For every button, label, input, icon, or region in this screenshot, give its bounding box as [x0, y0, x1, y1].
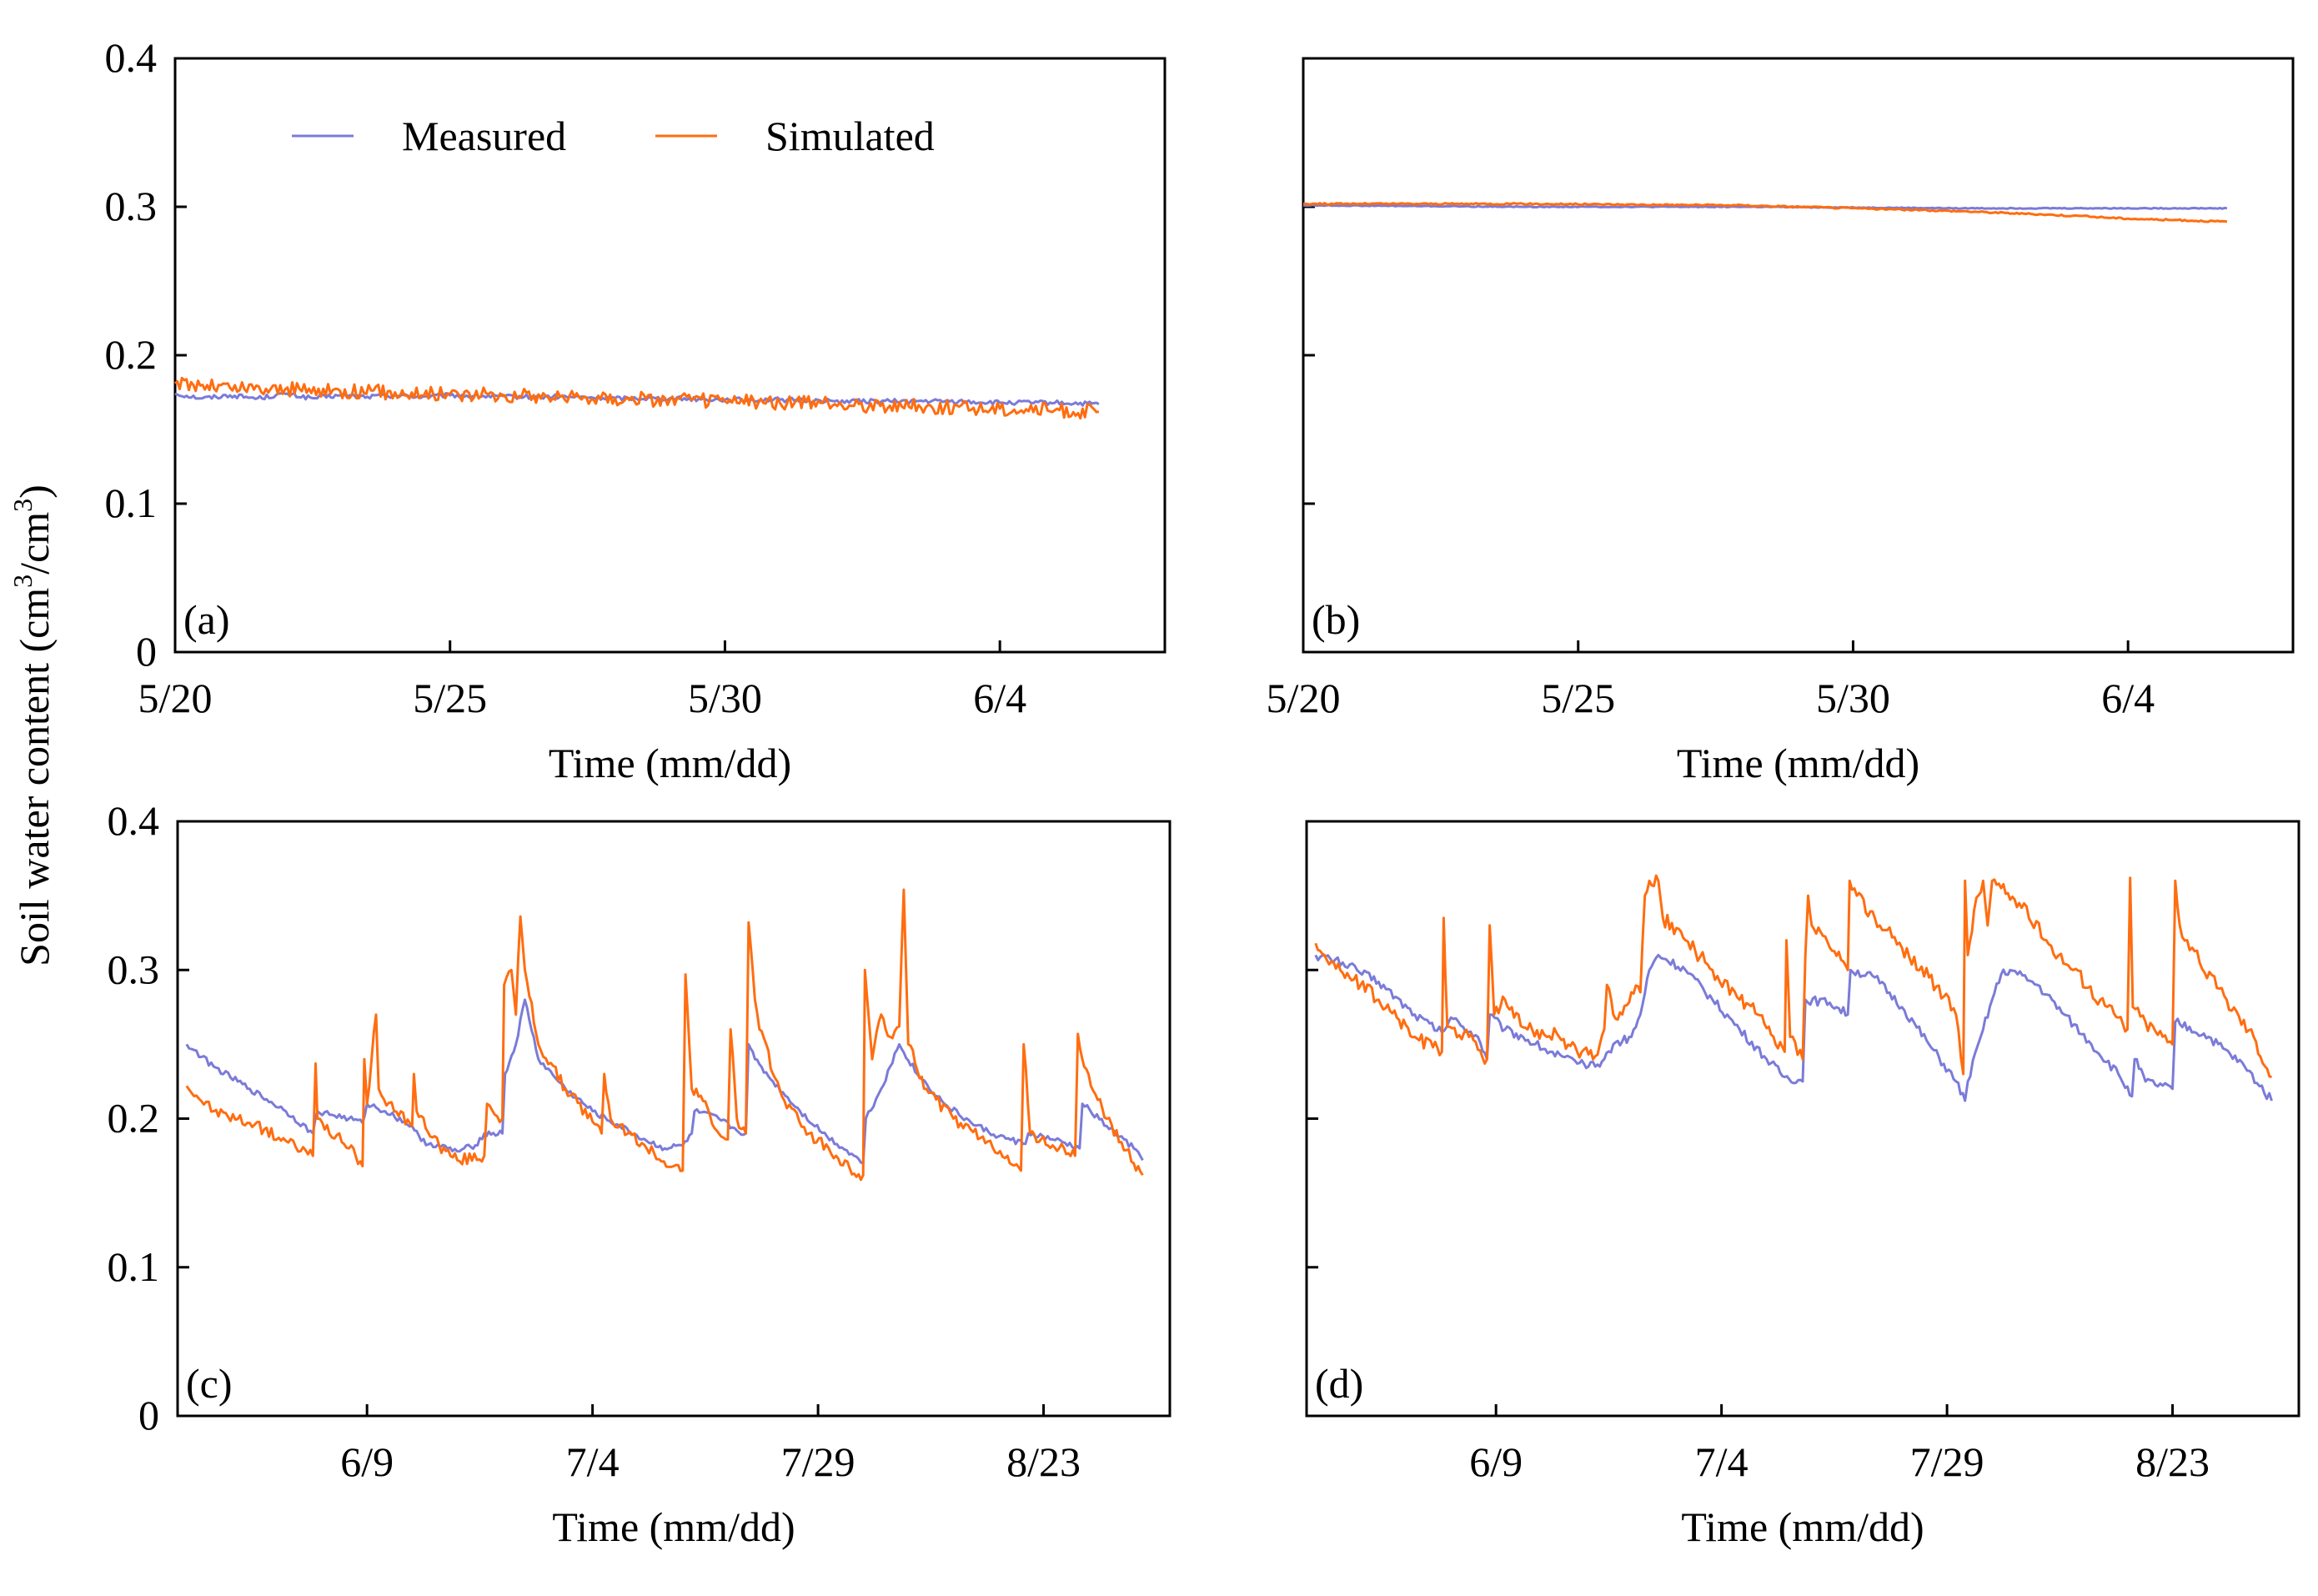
series-line-simulated [1314, 874, 2272, 1079]
series-line-simulated [185, 888, 1144, 1182]
series-line-measured [1314, 953, 2273, 1102]
series-line-simulated [173, 376, 1100, 420]
y-tick-label: 0.3 [108, 946, 160, 992]
x-axis-label: Time (mm/dd) [1677, 740, 1919, 786]
y-axis-label: Soil water content (cm3/cm3) [8, 484, 58, 966]
panel-label: (d) [1315, 1360, 1363, 1407]
x-tick-label: 6/4 [973, 675, 1026, 721]
x-axis-label: Time (mm/dd) [1681, 1503, 1924, 1550]
y-tick-label: 0.1 [108, 1243, 160, 1290]
plot-frame [173, 57, 1167, 654]
x-tick-label: 6/9 [340, 1438, 394, 1485]
panel-a: 0 0.1 0.2 0.3 0.4 5/20 5/25 5/30 6/4 Time (mm/dd)… [105, 34, 1167, 786]
x-tick-label: 6/4 [2101, 675, 2155, 721]
y-tick-label: 0.2 [108, 1095, 160, 1142]
x-tick-label: 6/9 [1469, 1438, 1523, 1485]
series-line-measured [174, 391, 1100, 407]
y-tick-label: 0.1 [105, 479, 158, 526]
legend-measured-label: Measured [402, 113, 566, 159]
y-tick-label: 0.3 [105, 183, 158, 229]
panel-b: 5/20 5/25 5/30 6/4 Time (mm/dd) (b) [1267, 57, 2295, 786]
x-axis-label: Time (mm/dd) [549, 740, 791, 786]
x-tick-label: 5/25 [1541, 675, 1615, 721]
x-tick-label: 5/20 [1267, 675, 1341, 721]
y-tick-label: 0 [136, 628, 157, 675]
x-tick-label: 5/30 [688, 675, 762, 721]
panel-label: (b) [1312, 596, 1360, 643]
x-tick-label: 7/29 [781, 1438, 855, 1485]
panel-label: (a) [183, 596, 230, 643]
plot-frame [1302, 57, 2295, 654]
y-tick-label: 0 [138, 1392, 159, 1438]
x-tick-label: 7/4 [1695, 1438, 1749, 1485]
series-line-measured [185, 998, 1144, 1165]
x-tick-label: 5/25 [413, 675, 487, 721]
panel-d: 6/9 7/4 7/29 8/23 Time (mm/dd) (d) [1305, 820, 2300, 1550]
y-tick-label: 0.4 [105, 34, 158, 81]
series-line-simulated [1303, 202, 2228, 223]
x-tick-label: 7/4 [566, 1438, 620, 1485]
x-tick-label: 5/30 [1816, 675, 1890, 721]
x-tick-label: 8/23 [2135, 1438, 2210, 1485]
legend: Measured Simulated [292, 113, 935, 159]
x-tick-label: 7/29 [1910, 1438, 1984, 1485]
y-tick-label: 0.2 [105, 331, 158, 378]
x-tick-label: 8/23 [1006, 1438, 1081, 1485]
y-tick-label: 0.4 [108, 797, 160, 844]
plot-frame [1305, 820, 2300, 1418]
x-tick-label: 5/20 [138, 675, 213, 721]
panel-c: 0 0.1 0.2 0.3 0.4 6/9 7/4 7/29 8/23 Time (mm/dd) (… [108, 797, 1172, 1550]
x-axis-label: Time (mm/dd) [552, 1503, 795, 1550]
panel-label: (c) [186, 1360, 233, 1407]
legend-simulated-label: Simulated [765, 113, 935, 159]
